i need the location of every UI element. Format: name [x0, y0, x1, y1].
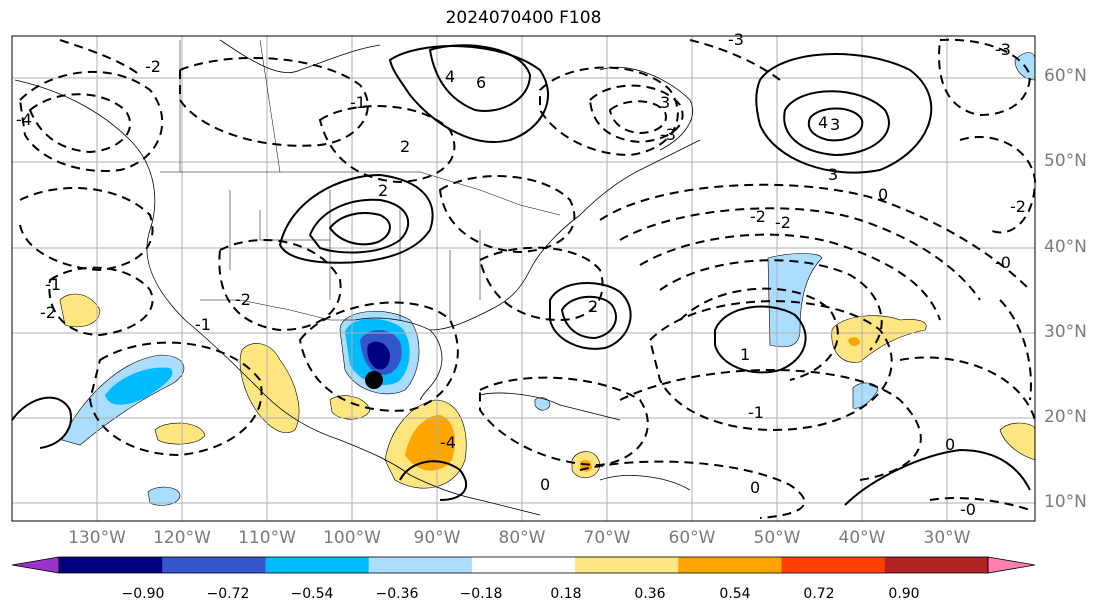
lat-label: 60°N [1044, 66, 1087, 86]
lon-label: 80°W [498, 528, 546, 548]
contour-label: -2 [775, 213, 791, 232]
pacific-neg-cyan [105, 367, 173, 405]
positive-contours [11, 44, 1031, 506]
coastlines [14, 39, 701, 516]
contour-label: -4 [16, 110, 32, 129]
colorbar-segment [59, 557, 163, 573]
colorbar [11, 556, 1036, 574]
contour-label: -3 [728, 30, 744, 49]
lat-label: 30°N [1044, 322, 1087, 342]
colorbar-tick-label: −0.90 [121, 586, 165, 602]
colorbar-tick-label: −0.54 [290, 586, 334, 602]
colorbar-tick-label: 0.72 [803, 586, 835, 602]
contour-label: -4 [440, 433, 456, 452]
contour-label: -2 [40, 303, 56, 322]
shaded-anomalies [59, 52, 1036, 506]
contour-label: 4 [818, 113, 828, 132]
colorbar-segment [368, 557, 473, 573]
colorbar-segment [575, 557, 679, 573]
lat-label: 50°N [1044, 151, 1087, 171]
lat-label: 10°N [1044, 492, 1087, 512]
contour-label: -1 [748, 403, 764, 422]
contour-label: 0 [540, 475, 550, 494]
contour-label: -3 [660, 125, 676, 144]
central-america-pos-orange [405, 415, 455, 471]
contour-labels: 6 4 3 2 1 0 -0 -2 -1 -1 0 2 -1 -4 -3 -3 … [16, 30, 1026, 519]
contour-label: 0 [945, 435, 955, 454]
lon-label: 130°W [68, 528, 126, 548]
contour-label: 0 [878, 185, 888, 204]
colorbar-tick-label: −0.18 [459, 586, 503, 602]
contour-label: -0 [995, 253, 1011, 272]
colorbar-tick-label: 0.54 [719, 586, 751, 602]
lon-label: 70°W [583, 528, 631, 548]
lon-label: 60°W [668, 528, 716, 548]
colorbar-tick-label: 0.90 [888, 586, 920, 602]
colorbar-segments [59, 557, 989, 573]
grid-lines [12, 36, 1035, 521]
contour-label: 4 [445, 67, 455, 86]
contour-label: -1 [350, 93, 366, 112]
mexico-pos-2 [329, 395, 371, 420]
atlantic-neg-1 [767, 253, 823, 348]
lat-label: 40°N [1044, 237, 1087, 257]
pacific-pos-2 [154, 422, 206, 445]
colorbar-frame [58, 556, 989, 574]
contour-label: -2 [235, 290, 251, 309]
contour-label: -2 [145, 57, 161, 76]
contour-label: 2 [400, 137, 410, 156]
colorbar-tick-label: 0.18 [550, 586, 582, 602]
atlantic-pos-orange [848, 337, 860, 347]
contour-label: -2 [1010, 197, 1026, 216]
map-frame [11, 35, 1036, 522]
colorbar-min-extension [11, 556, 60, 574]
colorbar-tick-label: −0.72 [206, 586, 250, 602]
lon-label: 120°W [153, 528, 211, 548]
colorbar-segment [781, 557, 886, 573]
lon-label: 30°W [923, 528, 971, 548]
colorbar-segment [884, 557, 989, 573]
lon-label: 110°W [238, 528, 296, 548]
colorbar-max-extension [987, 556, 1036, 574]
contour-label: 3 [660, 93, 670, 112]
lon-label: 100°W [323, 528, 381, 548]
gulf-low-fill-navy [367, 341, 390, 370]
contour-label: 0 [750, 478, 760, 497]
contour-label: 6 [476, 73, 486, 92]
atlantic-pos [831, 315, 927, 363]
colorbar-segment [265, 557, 370, 573]
lon-label: 50°W [753, 528, 801, 548]
colorbar-segment [471, 557, 576, 573]
contour-label: 2 [378, 181, 388, 200]
lat-label: 20°N [1044, 407, 1087, 427]
colorbar-segment [678, 557, 783, 573]
lon-label: 40°W [838, 528, 886, 548]
contour-label: 2 [588, 297, 598, 316]
mexico-pos [239, 343, 300, 433]
lon-label: 90°W [413, 528, 461, 548]
storm-center-dot [365, 371, 383, 389]
colorbar-tick-label: 0.36 [634, 586, 666, 602]
contour-label: -1 [195, 315, 211, 334]
map-title: 2024070400 F108 [445, 8, 602, 28]
contour-label: 3 [830, 115, 840, 134]
contour-label: -1 [45, 275, 61, 294]
contour-label: 1 [740, 345, 750, 364]
negative-contours [18, 38, 1037, 519]
map-background [12, 36, 1035, 521]
pacific-neg-small [147, 486, 181, 506]
colorbar-segment [162, 557, 266, 573]
contour-label: -3 [995, 40, 1011, 59]
contour-label: 3 [828, 165, 838, 184]
borders [160, 39, 561, 321]
contour-label: -2 [750, 207, 766, 226]
pacific-pos-1 [59, 293, 101, 328]
colorbar-tick-label: −0.36 [375, 586, 419, 602]
contour-label: -0 [960, 500, 976, 519]
atlantic-neg-3 [534, 397, 551, 411]
